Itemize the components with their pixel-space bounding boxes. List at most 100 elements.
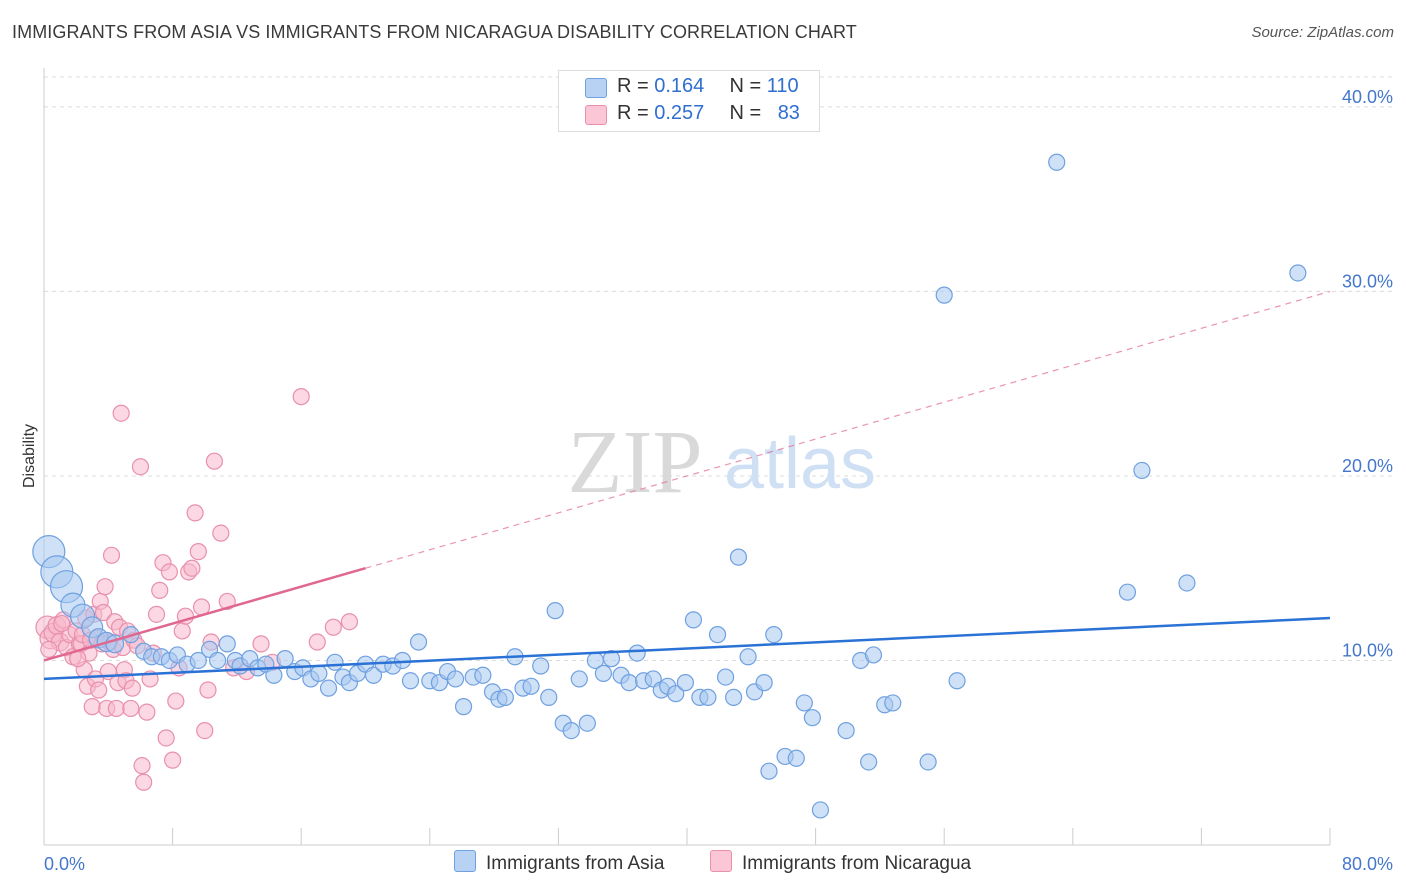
asia-point [218,635,236,653]
nicaragua-point [83,698,101,716]
asia-point [532,657,550,675]
y-tick-label: 40.0% [1342,87,1393,107]
nicaragua-point [252,635,270,653]
nicaragua-point [53,614,71,633]
legend-n-value: 110 [766,75,799,97]
asia-point [811,801,830,819]
asia-point [189,651,207,670]
legend-n-value: 83 [777,102,800,124]
legend-r-label: R = [617,102,655,124]
asia-point [546,602,564,620]
asia-point [884,694,902,712]
asia-point [803,709,821,727]
nicaragua-point [196,721,214,740]
gridlines [44,76,1392,661]
nicaragua-point [94,603,113,622]
asia-point [1178,574,1196,592]
nicaragua-point [123,679,142,697]
asia-point [699,688,717,706]
trend-line-nicaragua-extension [365,290,1331,569]
nicaragua-point [173,622,191,640]
trend-lines [43,290,1331,681]
asia-point [454,698,473,716]
bottom-legend-swatch-asia [454,850,476,872]
asia-point [326,653,344,671]
asia-point [620,674,638,692]
asia-point [787,749,805,767]
x-tick-label: 80.0% [1342,854,1393,874]
legend: R = 0.164 N = 110 R = 0.257 N = 83 [558,70,820,132]
asia-point [364,666,383,684]
asia-point [562,721,580,740]
asia-point [684,611,703,629]
asia-point [1289,264,1307,282]
watermark-zip: ZIP [568,413,703,512]
legend-n-label: N = [729,75,767,97]
y-tick-label: 20.0% [1342,456,1393,476]
asia-point [594,664,613,682]
nicaragua-point [199,681,217,699]
asia-point [602,650,621,668]
nicaragua-point [183,559,201,577]
asia-point [209,651,227,670]
nicaragua-point [151,581,169,599]
nicaragua-point [167,692,185,710]
nicaragua-point [133,757,151,775]
bottom-legend-asia: Immigrants from Asia [454,850,664,875]
asia-point [739,648,757,666]
asia-point [725,688,743,706]
nicaragua-point [131,458,150,476]
trend-line-nicaragua [43,567,366,662]
legend-r-label: R = [617,75,655,97]
chart-source: Source: ZipAtlas.com [1251,24,1394,41]
x-tick-label: 0.0% [44,854,85,874]
asia-point [578,714,596,732]
asia-point [760,762,778,780]
nicaragua-point [138,703,156,721]
nicaragua-point [135,773,153,791]
asia-point [919,753,937,771]
asia-point [570,670,588,688]
nicaragua-point [186,504,204,522]
asia-point [676,674,694,692]
watermark-atlas: atlas [724,424,876,504]
asia-point [522,677,540,695]
asia-point [948,672,966,690]
asia-point [667,685,685,703]
y-tick-label: 30.0% [1342,271,1393,291]
nicaragua-point [308,633,326,651]
asia-point [716,668,735,686]
y-axis-title: Disability [21,424,38,488]
bottom-legend-label-asia: Immigrants from Asia [486,853,665,874]
asia-point [708,626,727,644]
series-immigrants-from-nicaragua [35,388,359,791]
nicaragua-point [96,578,114,596]
tick-labels: 10.0% 20.0% 30.0% 40.0% 0.0% 80.0% [44,87,1393,874]
nicaragua-point [189,543,207,561]
asia-point [1118,583,1137,601]
bottom-legend-label-nicaragua: Immigrants from Nicaragua [742,853,972,874]
asia-point [628,644,646,662]
legend-r-value: 0.164 [654,75,705,97]
asia-point [409,633,428,651]
asia-point [837,721,855,740]
nicaragua-point [218,592,236,611]
nicaragua-point [107,699,125,718]
asia-point [1048,153,1066,171]
legend-swatch-nicaragua [585,105,607,125]
nicaragua-point [164,751,182,769]
nicaragua-point [160,563,178,581]
chart-title: IMMIGRANTS FROM ASIA VS IMMIGRANTS FROM … [12,22,857,42]
asia-point [446,670,465,688]
asia-point [401,672,420,690]
nicaragua-point [292,388,310,406]
asia-point [864,646,883,664]
bottom-legend-nicaragua: Immigrants from Nicaragua [710,850,971,875]
asia-point [935,286,953,304]
nicaragua-point [205,452,223,470]
nicaragua-point [147,605,166,623]
bottom-legend-swatch-nicaragua [710,850,732,872]
asia-point [540,688,558,706]
asia-point [755,674,773,692]
